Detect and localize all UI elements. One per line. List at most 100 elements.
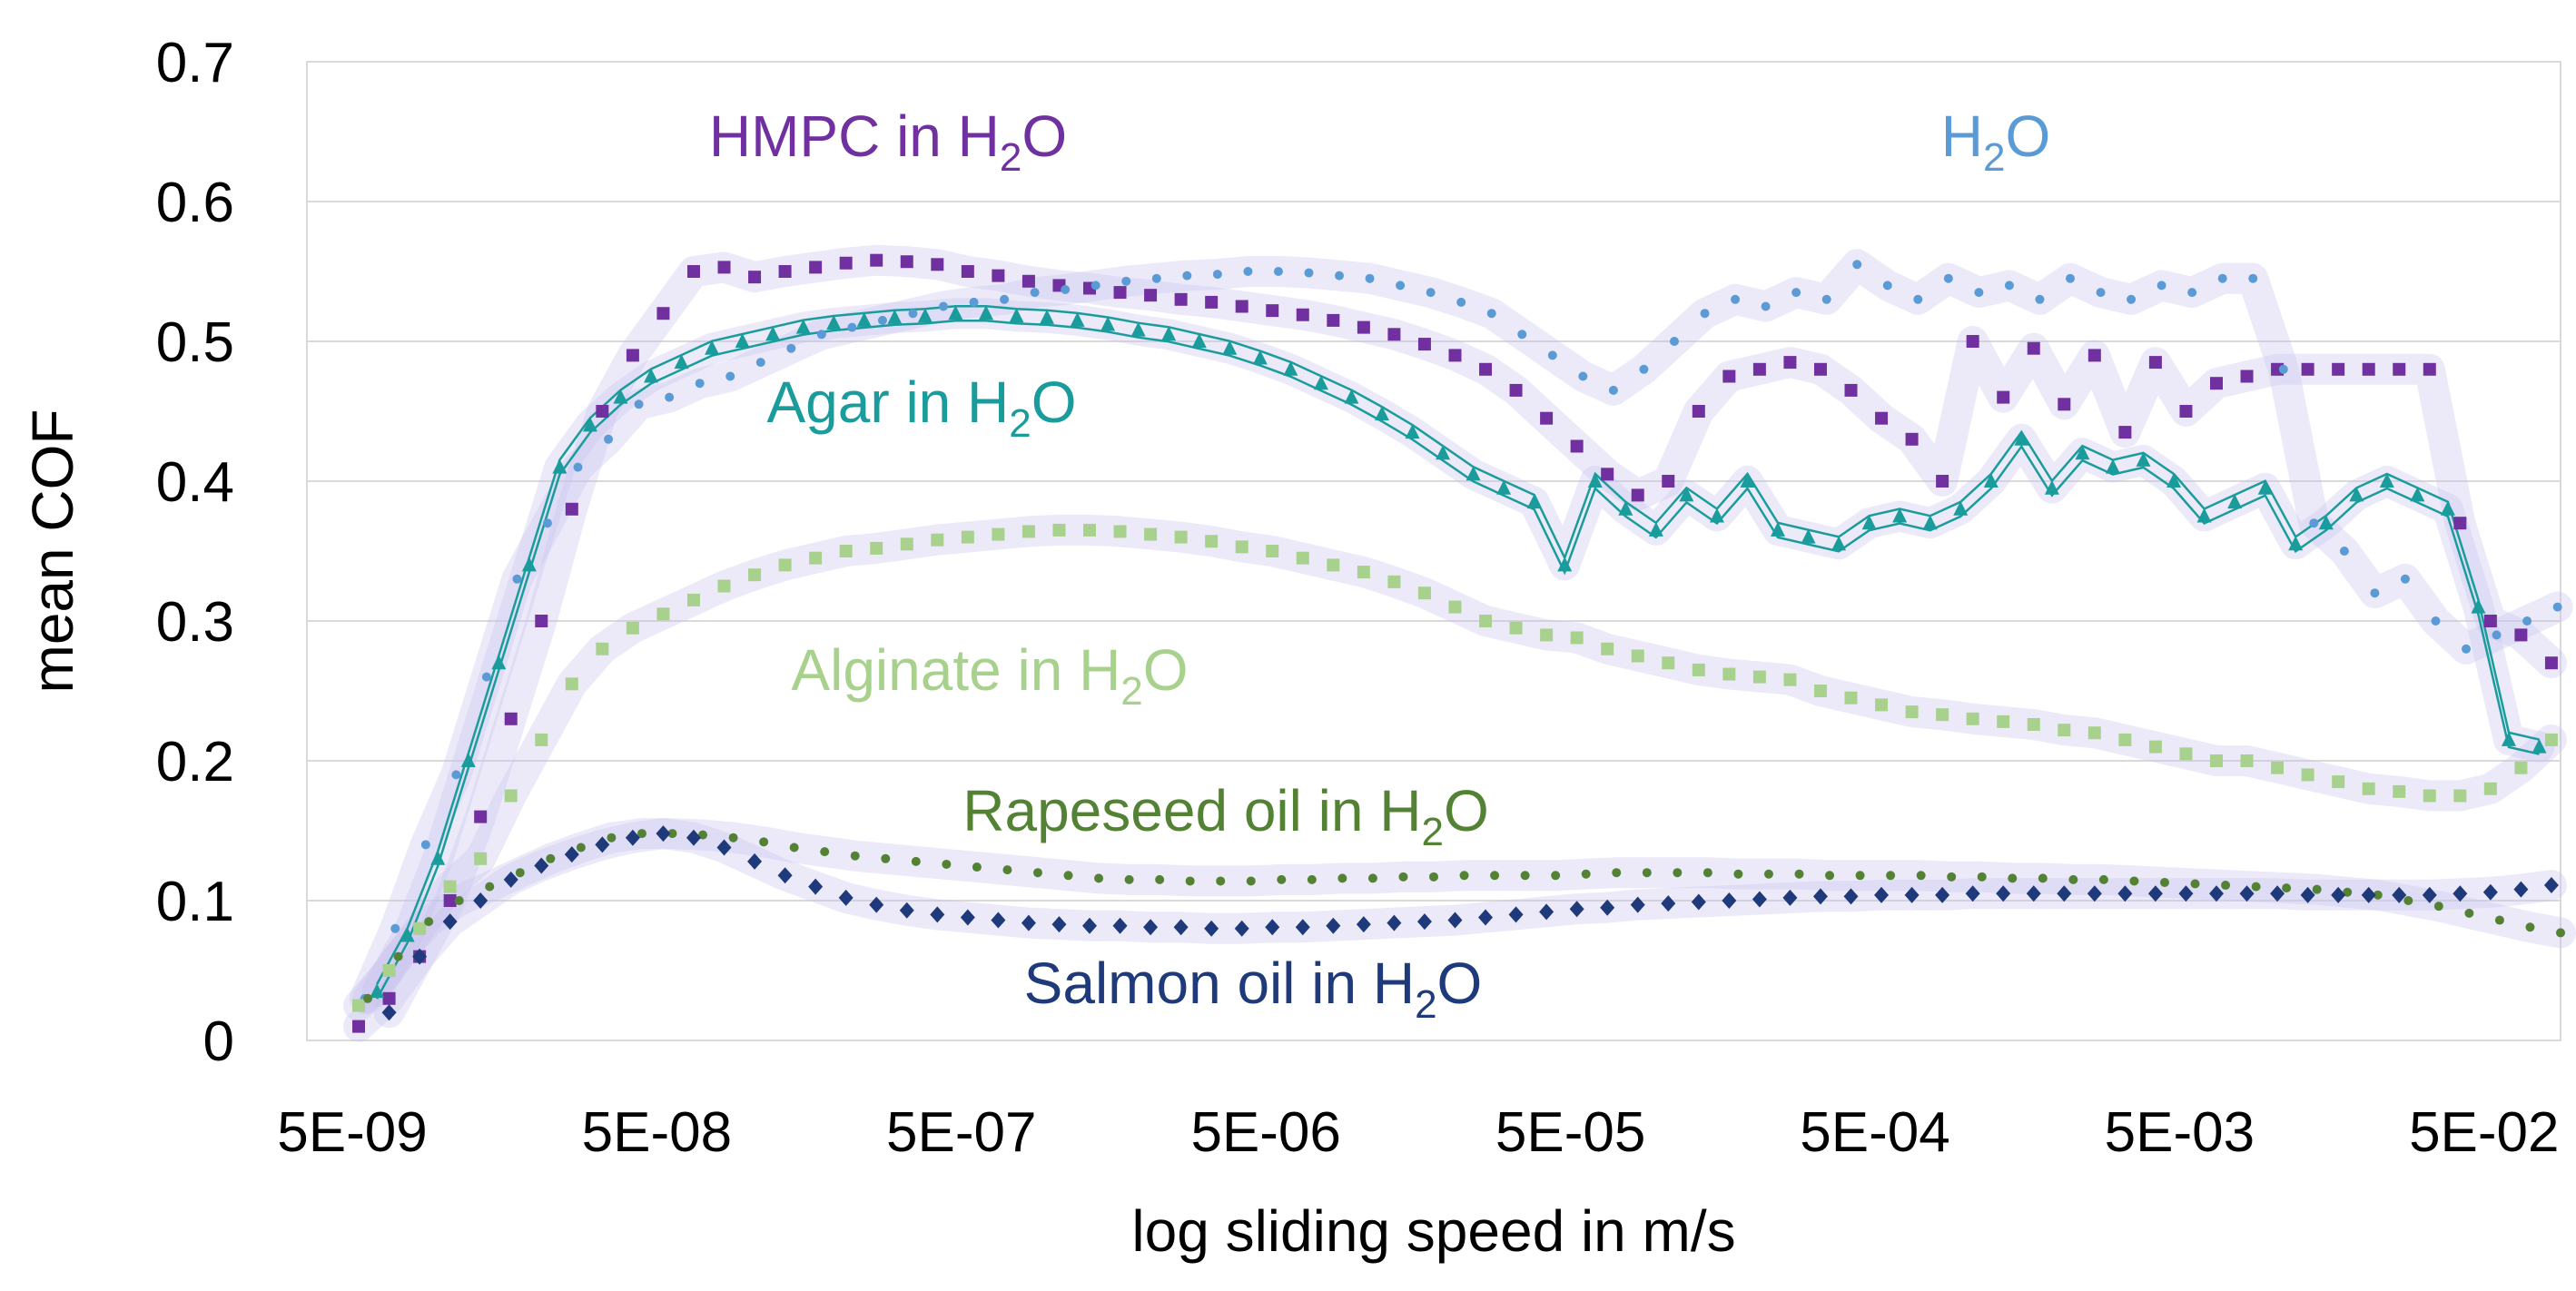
data-point <box>1429 872 1438 882</box>
data-point <box>1801 528 1816 544</box>
data-point <box>534 857 549 874</box>
data-point <box>747 852 763 870</box>
data-point <box>2248 273 2258 283</box>
data-point <box>1997 714 2010 728</box>
data-point <box>961 265 974 278</box>
data-point <box>1709 508 1724 523</box>
data-point <box>2482 883 2498 901</box>
data-point <box>1630 896 1645 913</box>
data-point <box>778 265 792 278</box>
data-point <box>504 712 518 725</box>
data-point <box>1965 885 1980 902</box>
data-point <box>2370 588 2380 598</box>
data-point <box>1763 869 1773 879</box>
data-point <box>595 836 610 853</box>
data-point <box>808 878 824 895</box>
x-axis-label: log sliding speed in m/s <box>1131 1198 1735 1264</box>
x-axis-ticks: 5E-09 5E-08 5E-07 5E-06 5E-05 5E-04 5E-03 5E-02 <box>277 1101 2559 1164</box>
data-point <box>1861 515 1877 530</box>
data-point <box>1205 295 1219 309</box>
data-point <box>1913 294 1923 304</box>
data-point <box>644 368 659 383</box>
data-point <box>2127 294 2137 304</box>
data-point <box>2087 726 2101 740</box>
y-axis-ticks: 0 0.1 0.2 0.3 0.4 0.5 0.6 0.7 <box>156 32 234 1073</box>
data-point <box>2227 494 2243 509</box>
data-point <box>765 326 781 341</box>
data-point <box>917 308 933 323</box>
data-point <box>1662 475 1675 488</box>
data-point <box>1357 320 1370 334</box>
data-point <box>1387 575 1401 588</box>
data-point <box>596 642 609 655</box>
data-point <box>1266 304 1279 318</box>
data-point <box>2373 890 2383 900</box>
data-point <box>1782 889 1798 906</box>
data-point <box>2147 885 2163 902</box>
data-point <box>1155 874 1165 884</box>
data-point <box>1174 530 1188 544</box>
data-point <box>1374 406 1389 421</box>
data-point <box>2179 747 2193 761</box>
series-label: HMPC in H2O <box>709 103 1067 180</box>
data-point <box>900 537 913 551</box>
data-point <box>1367 873 1377 883</box>
data-point <box>2471 598 2486 614</box>
data-point <box>2148 356 2162 370</box>
data-point <box>1587 473 1603 488</box>
trace-lines <box>376 304 2540 1000</box>
data-point <box>931 258 944 271</box>
data-point <box>1296 308 1309 321</box>
data-point <box>992 269 1005 282</box>
data-point <box>1021 914 1036 931</box>
data-point <box>1161 326 1177 341</box>
data-point <box>2422 886 2437 903</box>
data-point <box>809 551 823 565</box>
data-point <box>2159 877 2169 887</box>
data-point <box>728 833 738 843</box>
data-point <box>1283 360 1298 376</box>
data-point <box>1508 906 1524 923</box>
data-point <box>626 349 639 362</box>
data-point <box>2525 922 2535 932</box>
data-point <box>1022 525 1035 538</box>
data-point <box>1752 362 1766 376</box>
data-point <box>960 909 975 926</box>
data-point <box>512 574 522 584</box>
data-point <box>2208 885 2224 902</box>
data-point <box>390 923 400 933</box>
data-point <box>1692 405 1705 418</box>
data-point <box>1526 494 1542 509</box>
data-point <box>1892 508 1908 523</box>
data-point <box>442 913 458 931</box>
data-point <box>607 833 617 843</box>
data-point <box>1540 411 1554 425</box>
data-point <box>2543 877 2559 894</box>
data-point <box>816 330 826 340</box>
data-point <box>1631 488 1644 502</box>
data-point <box>2440 500 2455 516</box>
data-point <box>1855 871 1865 881</box>
data-point <box>899 902 914 919</box>
data-point <box>1032 868 1042 878</box>
data-point <box>908 309 918 319</box>
data-point <box>1486 309 1496 319</box>
data-point <box>1365 273 1375 283</box>
x-tick-label: 5E-02 <box>2409 1101 2559 1164</box>
data-point <box>1222 340 1238 355</box>
data-point <box>370 983 385 999</box>
y-tick-label: 0.2 <box>156 731 234 793</box>
data-point <box>725 371 735 381</box>
data-point <box>1479 615 1493 627</box>
data-point <box>978 305 993 320</box>
series-label: H2O <box>1941 103 2050 180</box>
data-point <box>1691 893 1706 911</box>
data-point <box>1977 872 1987 882</box>
data-point <box>1761 301 1771 311</box>
data-point <box>1679 487 1694 502</box>
data-point <box>504 789 518 803</box>
data-point <box>2178 885 2194 902</box>
data-point <box>420 840 430 850</box>
data-point <box>2166 473 2182 488</box>
data-point <box>748 271 762 284</box>
